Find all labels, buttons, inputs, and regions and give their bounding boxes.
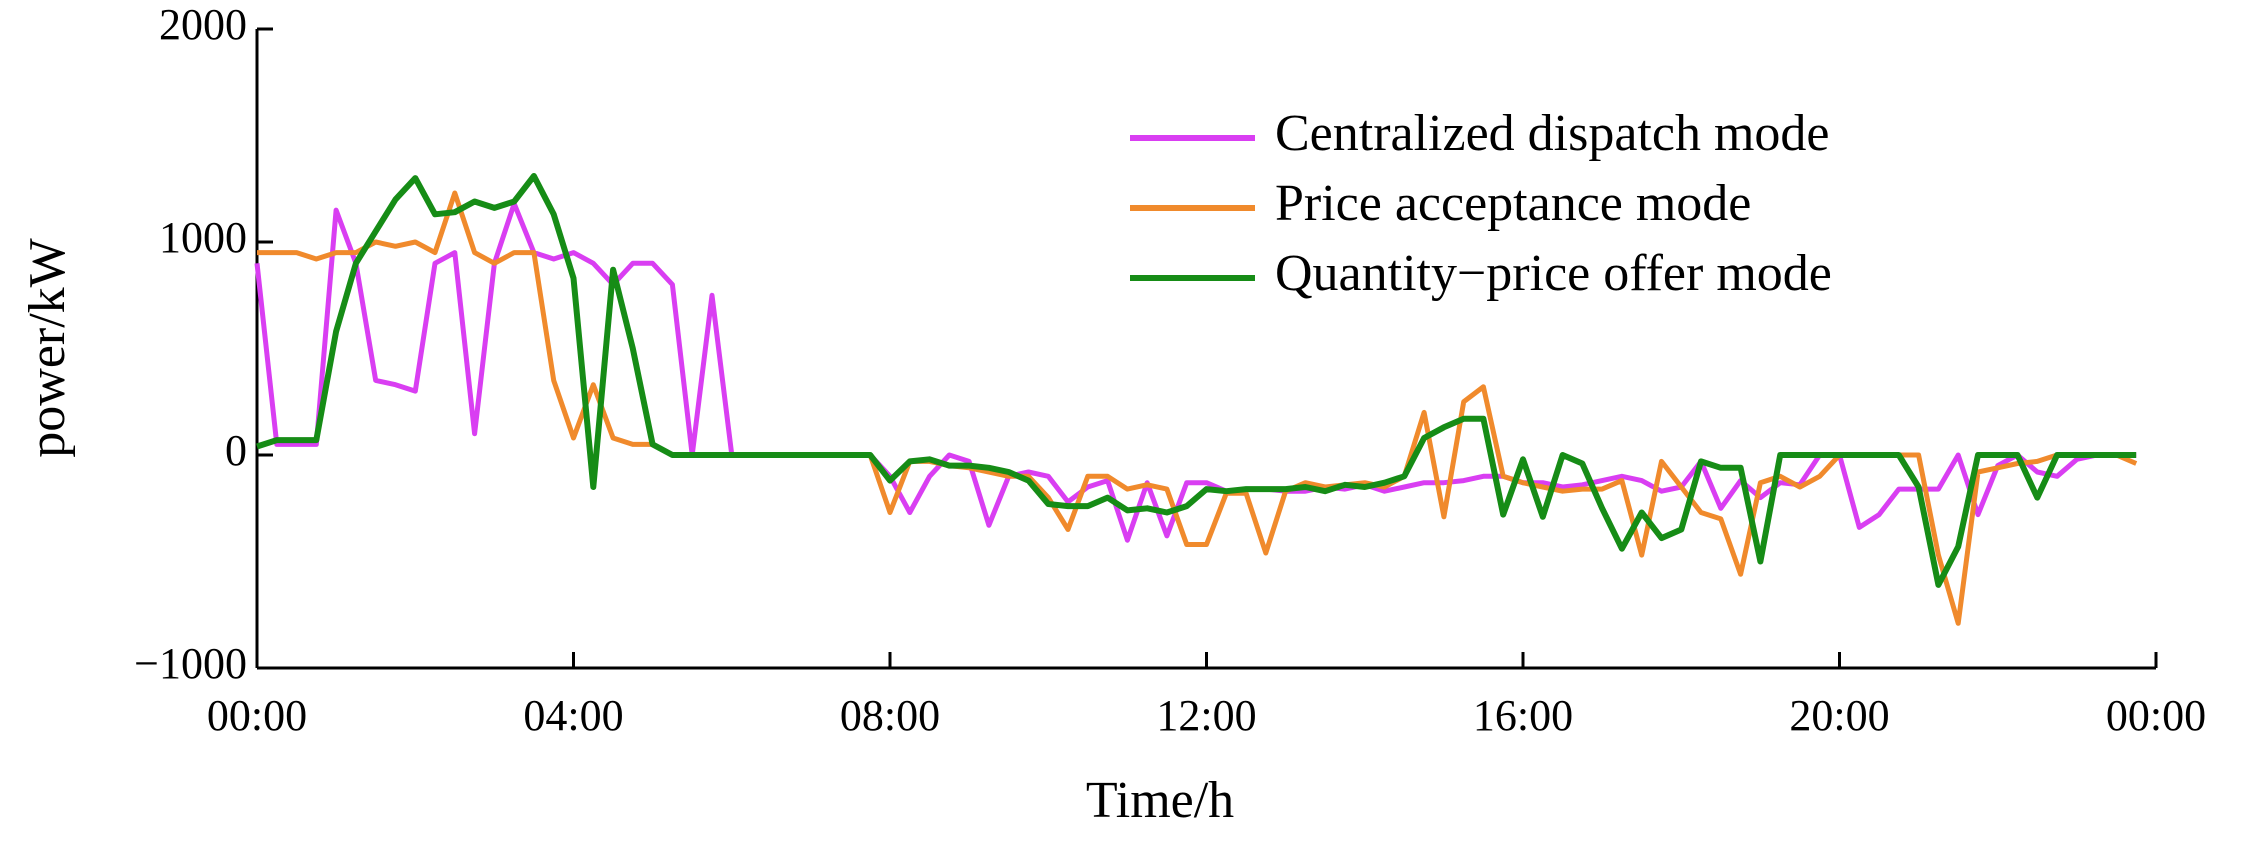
series-line — [254, 201, 2137, 543]
x-tick-label: 08:00 — [840, 691, 940, 740]
x-tick-label: 00:00 — [2106, 691, 2206, 740]
x-tick-label: 00:00 — [207, 691, 307, 740]
legend-label: Quantity−price offer mode — [1275, 245, 1832, 302]
x-tick-label: 16:00 — [1473, 691, 1573, 740]
y-tick-label: 1000 — [159, 213, 247, 262]
y-axis-label: power/kW — [19, 238, 76, 457]
y-tick-label: 0 — [225, 426, 247, 475]
series-line — [256, 173, 2137, 588]
x-tick-label: 04:00 — [523, 691, 623, 740]
y-tick-label: 2000 — [159, 0, 247, 49]
y-tick-label: −1000 — [134, 639, 247, 688]
x-axis-label: Time/h — [1086, 772, 1234, 829]
x-tick-label: 20:00 — [1789, 691, 1889, 740]
x-tick-label: 12:00 — [1156, 691, 1256, 740]
legend-label: Price acceptance mode — [1275, 175, 1751, 232]
legend-label: Centralized dispatch mode — [1275, 105, 1829, 162]
series-line — [257, 190, 2138, 626]
